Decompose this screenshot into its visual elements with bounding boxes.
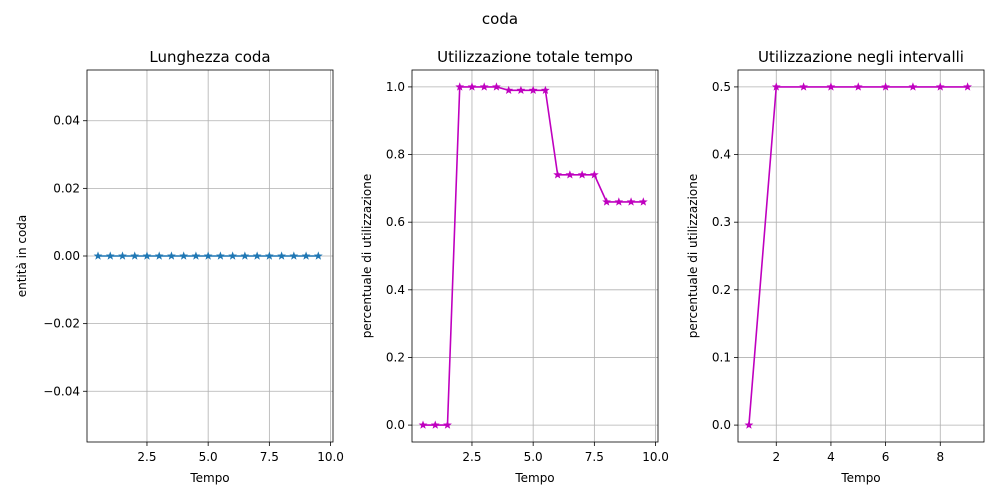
y-tick-label: −0.02 <box>43 317 80 331</box>
data-point <box>443 420 452 429</box>
panel-title: Utilizzazione totale tempo <box>437 48 633 66</box>
data-point <box>430 420 440 429</box>
panel-title: Lunghezza coda <box>149 48 270 66</box>
data-point <box>179 251 189 260</box>
x-tick-label: 8 <box>936 450 944 464</box>
data-point <box>130 251 140 260</box>
x-axis-label: Tempo <box>840 471 880 485</box>
data-point <box>93 251 103 260</box>
data-point <box>626 197 636 206</box>
data-point <box>853 82 863 91</box>
data-point <box>203 251 213 260</box>
panel-title: Utilizzazione negli intervalli <box>758 48 964 66</box>
data-point <box>167 251 176 260</box>
data-point <box>492 82 501 91</box>
data-point <box>935 82 945 91</box>
x-tick-label: 7.5 <box>585 450 604 464</box>
data-point <box>881 82 890 91</box>
y-tick-label: 0.0 <box>712 418 731 432</box>
y-tick-label: 0.00 <box>53 249 80 263</box>
data-point <box>744 420 754 429</box>
data-point <box>252 251 262 260</box>
x-axis-label: Tempo <box>189 471 229 485</box>
data-point <box>142 251 152 260</box>
data-point <box>216 251 225 260</box>
x-tick-label: 5.0 <box>524 450 543 464</box>
y-axis-label: percentuale di utilizzazione <box>686 174 700 338</box>
x-tick-label: 2.5 <box>462 450 481 464</box>
x-axis-label: Tempo <box>514 471 554 485</box>
x-tick-label: 6 <box>882 450 890 464</box>
data-point <box>771 82 781 91</box>
data-point <box>614 197 624 206</box>
y-tick-label: 0.3 <box>712 215 731 229</box>
y-tick-label: 0.8 <box>386 148 405 162</box>
data-point <box>418 420 428 429</box>
x-tick-label: 10.0 <box>642 450 669 464</box>
y-tick-label: 0.5 <box>712 80 731 94</box>
figure-title: coda <box>482 10 518 28</box>
x-tick-label: 2.5 <box>137 450 156 464</box>
data-point <box>105 251 115 260</box>
x-tick-label: 7.5 <box>260 450 279 464</box>
data-point <box>467 82 477 91</box>
data-point <box>541 85 550 95</box>
y-tick-label: 0.04 <box>53 114 80 128</box>
x-tick-label: 5.0 <box>199 450 218 464</box>
axes-frame <box>411 69 659 443</box>
data-point <box>638 197 648 206</box>
y-tick-label: 1.0 <box>386 80 405 94</box>
series-line <box>748 86 968 426</box>
data-point <box>301 251 311 260</box>
panel-interval-utilization: Utilizzazione negli intervalli 2 4 6 8 0.0 0.… <box>686 48 985 485</box>
x-tick-label: 4 <box>827 450 835 464</box>
data-point <box>516 85 526 95</box>
data-point <box>799 82 808 91</box>
y-tick-label: 0.02 <box>53 181 80 195</box>
data-point <box>191 251 201 260</box>
data-point <box>589 170 599 179</box>
x-tick-label: 2 <box>772 450 780 464</box>
data-point <box>313 251 323 260</box>
y-axis-label: percentuale di utilizzazione <box>360 174 374 338</box>
data-point <box>553 170 563 179</box>
data-point <box>479 82 489 91</box>
y-tick-label: 0.0 <box>386 418 405 432</box>
data-point <box>455 82 465 91</box>
y-tick-label: 0.1 <box>712 350 731 364</box>
data-point <box>264 251 274 260</box>
data-point <box>118 251 127 260</box>
data-point <box>228 251 238 260</box>
data-point <box>240 251 250 260</box>
data-point <box>602 197 611 206</box>
axes-frame <box>737 69 985 443</box>
data-point <box>528 85 538 95</box>
y-tick-label: 0.4 <box>386 283 405 297</box>
data-point <box>908 82 918 91</box>
data-point <box>826 82 836 91</box>
x-tick-label: 10.0 <box>317 450 344 464</box>
panel-queue-length: Lunghezza coda 2.5 5.0 7.5 10.0 −0.04 −0.02 0.… <box>15 48 344 485</box>
data-point <box>504 85 514 95</box>
data-point <box>577 170 587 179</box>
y-tick-label: −0.04 <box>43 384 80 398</box>
y-tick-label: 0.6 <box>386 215 405 229</box>
y-axis-label: entità in coda <box>15 215 29 298</box>
y-tick-label: 0.4 <box>712 148 731 162</box>
y-tick-label: 0.2 <box>386 350 405 364</box>
data-point <box>154 251 164 260</box>
y-tick-label: 0.2 <box>712 283 731 297</box>
data-point <box>963 82 972 91</box>
data-point <box>565 170 575 179</box>
panel-total-utilization: Utilizzazione totale tempo 2.5 5.0 7.5 10.0… <box>360 48 669 485</box>
data-point <box>277 251 286 260</box>
data-point <box>289 251 299 260</box>
